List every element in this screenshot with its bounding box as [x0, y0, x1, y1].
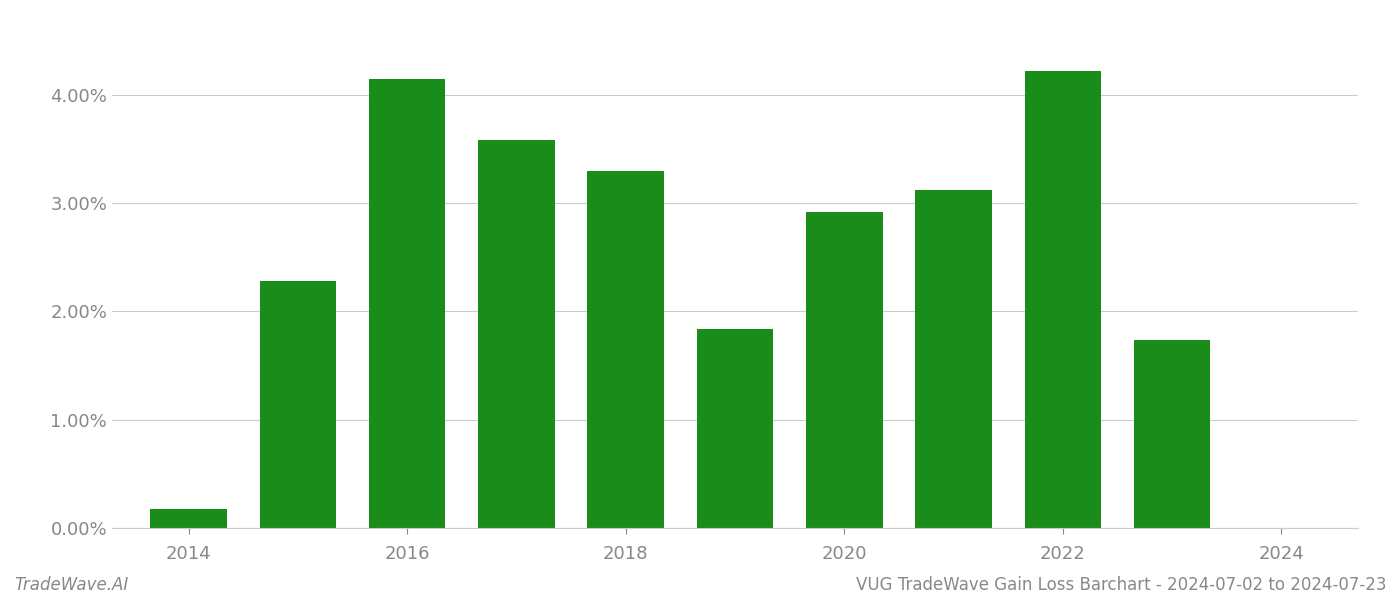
Bar [368, 79, 445, 528]
Text: VUG TradeWave Gain Loss Barchart - 2024-07-02 to 2024-07-23: VUG TradeWave Gain Loss Barchart - 2024-… [855, 576, 1386, 594]
Bar [1134, 340, 1211, 528]
Text: TradeWave.AI: TradeWave.AI [14, 576, 129, 594]
Bar [150, 509, 227, 528]
Bar [697, 329, 773, 528]
Bar [916, 190, 991, 528]
Bar [588, 171, 664, 528]
Bar [1025, 71, 1102, 528]
Bar [806, 212, 882, 528]
Bar [259, 281, 336, 528]
Bar [479, 140, 554, 528]
